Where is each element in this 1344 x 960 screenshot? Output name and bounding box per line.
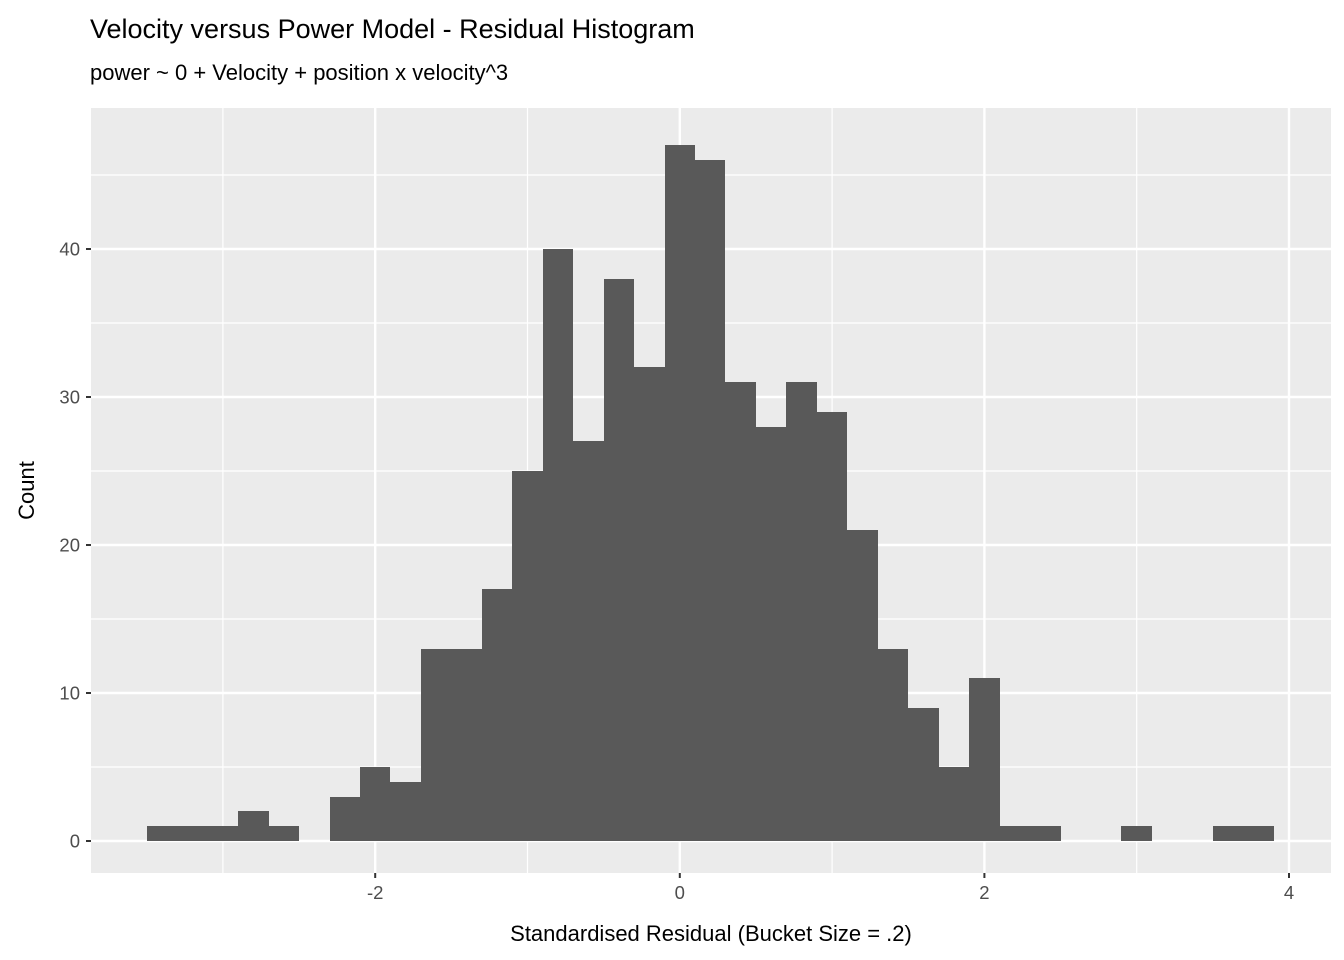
y-axis-title: Count [14,461,39,520]
histogram-bar [147,826,177,841]
histogram-bar [725,382,756,841]
y-tick-label: 10 [59,683,80,704]
y-tick-label: 30 [59,387,80,408]
histogram-bar [208,826,238,841]
histogram-bar [238,811,269,841]
y-tick-labels: 0 10 20 30 40 [59,239,80,852]
histogram-bars [147,145,1274,841]
histogram-bar [390,782,421,841]
histogram-bar [573,441,604,841]
x-tick-label: 2 [979,882,989,903]
x-axis-title: Standardised Residual (Bucket Size = .2) [510,921,912,946]
histogram-bar [695,160,725,841]
histogram-bar [1213,826,1243,841]
histogram-bar [1030,826,1061,841]
histogram-bar [756,427,786,841]
histogram-bar [665,145,695,841]
histogram-bar [847,530,878,841]
axis-tick-marks [86,248,1290,878]
x-tick-label: 4 [1284,882,1294,903]
x-tick-label: -2 [367,882,383,903]
histogram-bar [451,649,482,841]
chart-subtitle: power ~ 0 + Velocity + position x veloci… [90,60,509,85]
histogram-bar [1000,826,1030,841]
histogram-bar [908,708,939,841]
histogram-bar [786,382,817,841]
x-tick-label: 0 [675,882,685,903]
histogram-bar [634,367,665,841]
y-tick-label: 20 [59,535,80,556]
histogram-bar [512,471,543,841]
histogram-bar [1121,826,1152,841]
histogram-bar [269,826,299,841]
y-tick-label: 40 [59,239,80,260]
histogram-bar [969,678,1000,841]
histogram-bar [817,412,847,841]
chart-title: Velocity versus Power Model - Residual H… [90,14,695,44]
histogram-bar [482,589,512,841]
y-tick-label: 0 [70,831,80,852]
histogram-bar [360,767,390,841]
histogram-bar [604,279,634,841]
histogram-bar [421,649,451,841]
histogram-bar [177,826,208,841]
histogram-bar [330,797,360,841]
histogram-bar [939,767,969,841]
x-tick-labels: -2 0 2 4 [367,882,1294,903]
histogram-bar [543,249,573,841]
histogram-bar [1243,826,1274,841]
histogram-bar [878,649,908,841]
